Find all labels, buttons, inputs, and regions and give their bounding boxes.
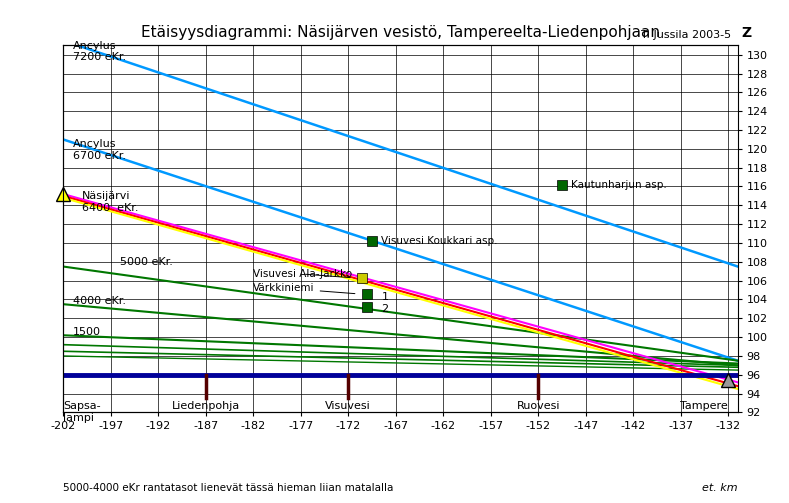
Text: 4000 eKr.: 4000 eKr. (73, 296, 125, 306)
Title: Etäisyysdiagrammi: Näsijärven vesistö, Tampereelta-Liedenpohjaan: Etäisyysdiagrammi: Näsijärven vesistö, T… (141, 25, 660, 40)
Text: Ancylus
6700 eKr.: Ancylus 6700 eKr. (73, 139, 125, 161)
Text: Z: Z (742, 26, 752, 40)
Text: Visuvesi: Visuvesi (325, 401, 371, 411)
Text: 2: 2 (381, 304, 388, 314)
Text: 1: 1 (381, 292, 388, 302)
Text: Liedenpohja: Liedenpohja (171, 401, 240, 411)
Text: Näsijärvi
6400  eKr.: Näsijärvi 6400 eKr. (82, 191, 139, 213)
Text: Ruovesi: Ruovesi (517, 401, 560, 411)
Text: Ancylus
7200 eKr.: Ancylus 7200 eKr. (73, 41, 125, 62)
Text: et. km: et. km (702, 483, 738, 493)
Text: Visuvesi Koukkari asp.: Visuvesi Koukkari asp. (381, 236, 498, 246)
Text: Tampere: Tampere (680, 401, 728, 411)
Text: Värkkiniemi: Värkkiniemi (253, 283, 355, 294)
Text: 5000-4000 eKr rantatasot lienevät tässä hieman liian matalalla: 5000-4000 eKr rantatasot lienevät tässä … (63, 483, 394, 493)
Text: Sapsa-
lampi: Sapsa- lampi (63, 401, 101, 423)
Text: T. Jussila 2003-5: T. Jussila 2003-5 (641, 30, 731, 40)
Text: 1500: 1500 (73, 327, 101, 338)
Text: 5000 eKr.: 5000 eKr. (120, 257, 173, 267)
Text: Visuvesi Ala-Jarkko: Visuvesi Ala-Jarkko (253, 269, 352, 279)
Text: Kautunharjun asp.: Kautunharjun asp. (571, 180, 667, 190)
